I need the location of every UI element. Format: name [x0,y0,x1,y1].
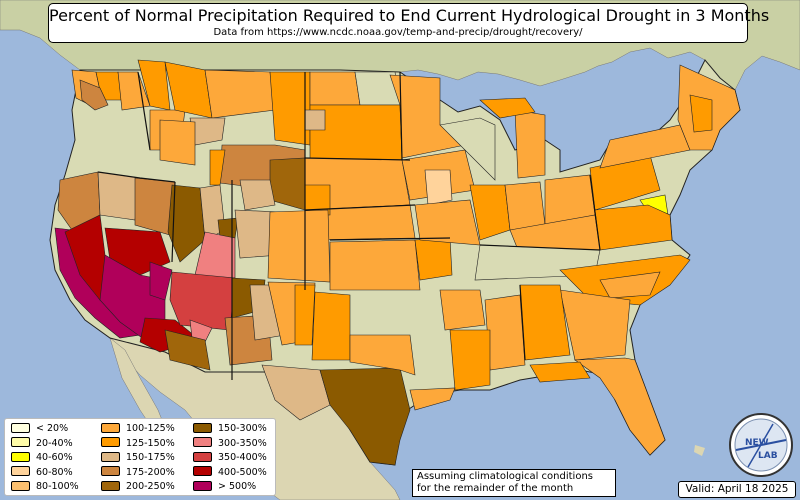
legend-swatch [11,466,30,476]
legend-item: < 20% [11,422,68,435]
newlab-logo: NEW LAB [729,413,793,477]
region-texas-central [319,367,411,466]
assumption-note-line2: for the remainder of the month [417,483,574,494]
region-louisiana [449,329,491,391]
region-arkansas [439,289,486,331]
legend-swatch [11,437,30,447]
region-nevada-north-tan [97,171,141,221]
legend-swatch [101,451,120,462]
region-texas-east-orange [349,334,416,376]
region-texas-panhandle [311,291,351,361]
assumption-note: Assuming climatological conditions for t… [412,469,616,497]
map-subtitle: Data from https://www.ncdc.noaa.gov/temp… [213,27,583,38]
legend-label: 350-400% [218,452,267,463]
region-oklahoma-dark [414,237,453,281]
legend-swatch [11,422,30,433]
legend-swatch [11,480,30,491]
region-gulf-coast [409,387,456,411]
legend-item: 300-350% [193,437,267,450]
legend-item: 150-300% [193,422,267,435]
legend-label: 60-80% [36,466,73,478]
region-arizona-north-magenta [149,261,173,301]
region-iowa-light [424,169,453,206]
legend-swatch [11,451,30,462]
legend-item: 125-150% [101,437,175,450]
legend-item: 150-175% [101,451,175,464]
region-indiana [504,181,546,231]
legend-swatch [193,437,212,447]
map-title: Percent of Normal Precipitation Required… [49,6,770,25]
legend-label: > 500% [218,481,257,492]
region-sd-tan [304,109,326,131]
legend-item: 100-125% [101,422,175,435]
legend-swatch [193,480,212,491]
legend-label: 175-200% [126,466,175,478]
bahamas [694,445,705,456]
legend-label: 400-500% [218,466,267,478]
region-new-york [599,124,691,169]
region-montana-central [204,69,276,119]
svg-text:LAB: LAB [758,451,778,461]
legend-swatch [101,422,120,433]
valid-date: Valid: April 18 2025 [678,481,796,498]
legend: < 20% 20-40% 40-60% 60-80% 80-100% 100-125% 12… [4,418,276,496]
legend-label: 125-150% [126,437,175,449]
region-michigan [514,109,546,179]
legend-label: 150-300% [218,423,267,434]
region-mississippi [484,294,526,371]
svg-text:NEW: NEW [745,438,769,448]
region-washington-cascades [79,79,109,111]
legend-item: 40-60% [11,451,73,464]
region-florida-panhandle [529,361,591,383]
region-florida [574,357,666,456]
assumption-note-line1: Assuming climatological conditions [417,471,593,482]
region-new-england-dark [689,94,713,133]
legend-item: 400-500% [193,466,267,479]
legend-swatch [193,451,212,462]
state-borders [97,71,601,380]
legend-item: 350-400% [193,451,267,464]
legend-label: 20-40% [36,437,73,449]
region-idaho-east [159,119,196,166]
region-georgia [559,289,631,361]
region-arizona-south [164,329,211,371]
region-north-dakota-west [309,71,361,106]
legend-label: 80-100% [36,481,79,492]
legend-swatch [193,466,212,476]
region-carolinas-light [599,271,661,299]
legend-label: < 20% [36,423,69,434]
legend-label: 150-175% [126,452,175,463]
region-oklahoma [329,239,421,291]
legend-label: 100-125% [126,423,175,434]
region-utah-west [167,184,206,263]
region-wyoming-tan [239,179,276,211]
legend-swatch [193,422,212,433]
region-montana-east [269,71,311,146]
legend-label: 300-350% [218,437,267,449]
region-wisconsin [439,117,496,181]
legend-label: 40-60% [36,452,73,463]
legend-label: 200-250% [126,481,175,492]
legend-item: > 500% [193,480,256,493]
legend-item: 80-100% [11,480,79,493]
title-box: Percent of Normal Precipitation Required… [48,3,770,43]
legend-swatch [101,480,120,491]
legend-item: 60-80% [11,466,73,479]
region-colorado-orange [267,209,331,283]
legend-item: 175-200% [101,466,175,479]
region-texas-west-tan [261,364,331,421]
legend-swatch [101,437,120,447]
legend-swatch [101,466,120,476]
legend-item: 200-250% [101,480,175,493]
region-michigan-up [479,97,536,119]
legend-item: 20-40% [11,437,73,450]
region-new-mexico-east [294,284,316,346]
